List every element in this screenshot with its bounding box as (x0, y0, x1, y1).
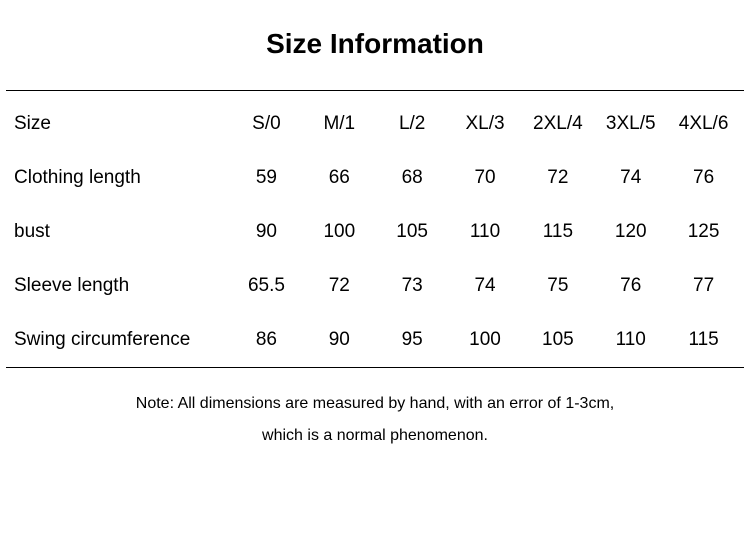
table-cell: L/2 (376, 113, 449, 135)
table-cell: 73 (376, 275, 449, 297)
table-cell: XL/3 (449, 113, 522, 135)
size-table: Size S/0 M/1 L/2 XL/3 2XL/4 3XL/5 4XL/6 … (0, 91, 750, 367)
table-cell: 2XL/4 (521, 113, 594, 135)
footnote: Note: All dimensions are measured by han… (0, 388, 750, 452)
table-cell: 65.5 (230, 275, 303, 297)
table-cell: 105 (521, 329, 594, 351)
table-row: Size S/0 M/1 L/2 XL/3 2XL/4 3XL/5 4XL/6 (10, 97, 740, 151)
table-cell: 115 (667, 329, 740, 351)
table-cell: 76 (667, 167, 740, 189)
table-cell: 76 (594, 275, 667, 297)
table-cell: S/0 (230, 113, 303, 135)
table-cell: 100 (449, 329, 522, 351)
size-chart-container: Size Information Size S/0 M/1 L/2 XL/3 2… (0, 28, 750, 452)
table-row: bust 90 100 105 110 115 120 125 (10, 205, 740, 259)
table-cell: 100 (303, 221, 376, 243)
table-cell: 4XL/6 (667, 113, 740, 135)
row-label: Size (10, 113, 230, 135)
divider-bottom (6, 367, 744, 368)
table-cell: 77 (667, 275, 740, 297)
table-cell: 3XL/5 (594, 113, 667, 135)
page-title: Size Information (0, 28, 750, 60)
table-cell: M/1 (303, 113, 376, 135)
table-cell: 115 (521, 221, 594, 243)
table-cell: 95 (376, 329, 449, 351)
table-cell: 105 (376, 221, 449, 243)
row-label: Sleeve length (10, 275, 230, 297)
table-row: Sleeve length 65.5 72 73 74 75 76 77 (10, 259, 740, 313)
footnote-line2: which is a normal phenomenon. (262, 427, 488, 444)
table-cell: 72 (521, 167, 594, 189)
table-cell: 74 (449, 275, 522, 297)
table-cell: 70 (449, 167, 522, 189)
table-cell: 72 (303, 275, 376, 297)
table-cell: 86 (230, 329, 303, 351)
table-cell: 120 (594, 221, 667, 243)
table-cell: 110 (594, 329, 667, 351)
table-cell: 74 (594, 167, 667, 189)
footnote-line1: Note: All dimensions are measured by han… (136, 395, 614, 412)
table-row: Swing circumference 86 90 95 100 105 110… (10, 313, 740, 367)
row-label: Swing circumference (10, 329, 230, 351)
table-cell: 75 (521, 275, 594, 297)
row-label: Clothing length (10, 167, 230, 189)
table-cell: 68 (376, 167, 449, 189)
table-cell: 90 (230, 221, 303, 243)
table-cell: 59 (230, 167, 303, 189)
table-cell: 66 (303, 167, 376, 189)
table-row: Clothing length 59 66 68 70 72 74 76 (10, 151, 740, 205)
row-label: bust (10, 221, 230, 243)
table-cell: 110 (449, 221, 522, 243)
table-cell: 125 (667, 221, 740, 243)
table-cell: 90 (303, 329, 376, 351)
